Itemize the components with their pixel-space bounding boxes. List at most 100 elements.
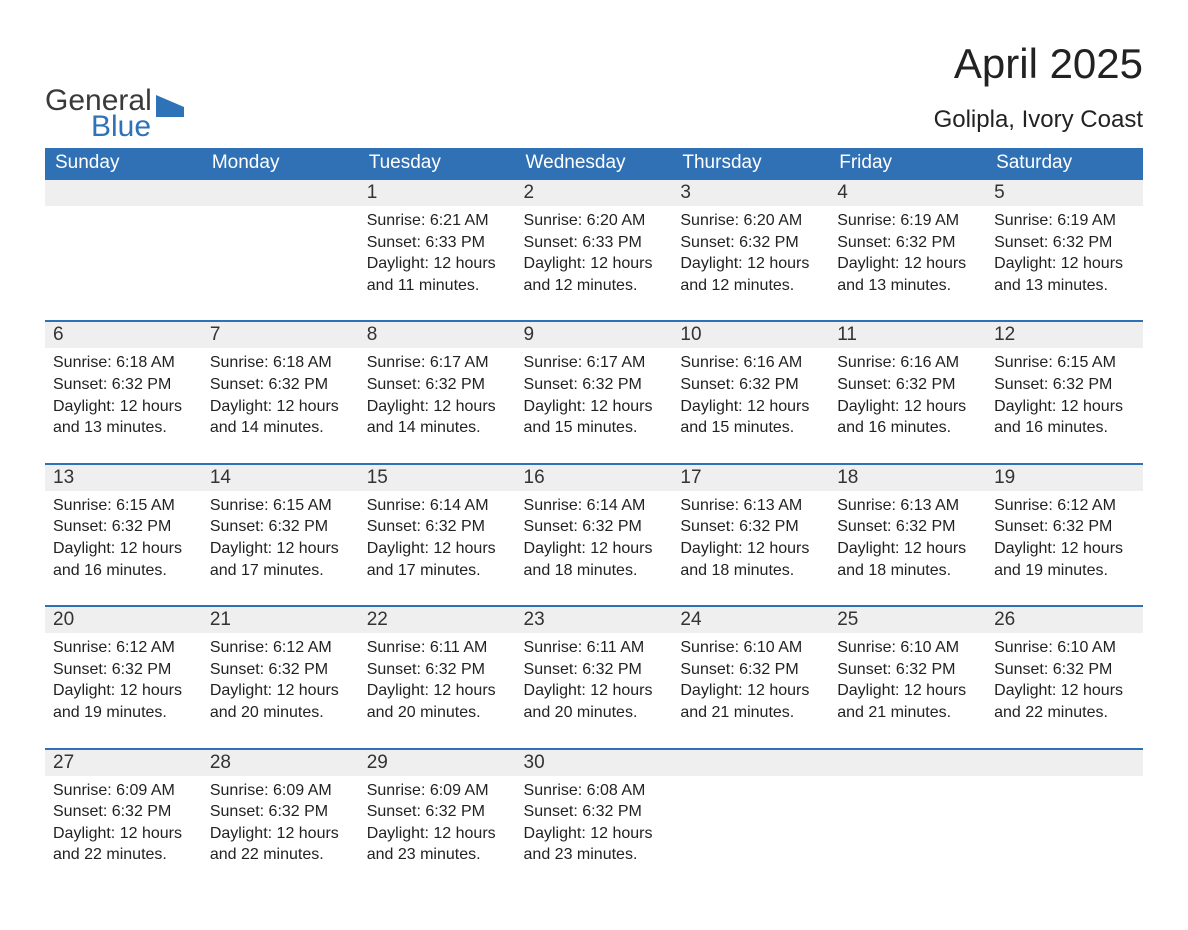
day-sunrise: Sunrise: 6:14 AM [367,495,508,517]
day-daylight1: Daylight: 12 hours [994,538,1135,560]
calendar-week-row: 6Sunrise: 6:18 AMSunset: 6:32 PMDaylight… [45,321,1143,463]
day-details: Sunrise: 6:19 AMSunset: 6:32 PMDaylight:… [986,206,1143,320]
day-sunset: Sunset: 6:32 PM [524,801,665,823]
day-daylight2: and 23 minutes. [367,844,508,866]
calendar-cell: 26 Sunrise: 6:10 AMSunset: 6:32 PMDayligh… [986,606,1143,748]
day-number: 10 [672,322,829,348]
day-details: Sunrise: 6:20 AMSunset: 6:33 PMDaylight:… [516,206,673,320]
day-sunset: Sunset: 6:32 PM [367,374,508,396]
day-details: Sunrise: 6:12 AMSunset: 6:32 PMDaylight:… [45,633,202,747]
page-header: General Blue April 2025 Golipla, Ivory C… [45,40,1143,142]
day-daylight2: and 16 minutes. [994,417,1135,439]
day-daylight1: Daylight: 12 hours [837,253,978,275]
day-sunset: Sunset: 6:32 PM [837,659,978,681]
day-daylight2: and 20 minutes. [524,702,665,724]
calendar-cell [986,749,1143,890]
empty-day-content [829,776,986,876]
day-details: Sunrise: 6:10 AMSunset: 6:32 PMDaylight:… [672,633,829,747]
day-number: 21 [202,607,359,633]
calendar-cell: 23Sunrise: 6:11 AMSunset: 6:32 PMDayligh… [516,606,673,748]
day-sunset: Sunset: 6:32 PM [680,659,821,681]
day-number: 13 [45,465,202,491]
day-sunset: Sunset: 6:32 PM [53,801,194,823]
day-number: 12 [986,322,1143,348]
day-details: Sunrise: 6:14 AMSunset: 6:32 PMDaylight:… [359,491,516,605]
day-details: Sunrise: 6:13 AMSunset: 6:32 PMDaylight:… [829,491,986,605]
day-sunset: Sunset: 6:32 PM [524,374,665,396]
calendar-cell: 17Sunrise: 6:13 AMSunset: 6:32 PMDayligh… [672,464,829,606]
day-sunrise: Sunrise: 6:19 AM [994,210,1135,232]
day-sunrise: Sunrise: 6:17 AM [367,352,508,374]
day-number: 9 [516,322,673,348]
day-daylight1: Daylight: 12 hours [53,680,194,702]
day-daylight2: and 21 minutes. [680,702,821,724]
day-number: 26 [986,607,1143,633]
day-daylight2: and 14 minutes. [367,417,508,439]
calendar-cell: 25Sunrise: 6:10 AMSunset: 6:32 PMDayligh… [829,606,986,748]
day-details: Sunrise: 6:12 AMSunset: 6:32 PMDaylight:… [986,491,1143,605]
day-sunrise: Sunrise: 6:11 AM [524,637,665,659]
day-sunrise: Sunrise: 6:20 AM [680,210,821,232]
day-details: Sunrise: 6:11 AMSunset: 6:32 PMDaylight:… [516,633,673,747]
day-sunrise: Sunrise: 6:10 AM [994,637,1135,659]
day-number: 30 [516,750,673,776]
day-daylight1: Daylight: 12 hours [994,253,1135,275]
day-number: 22 [359,607,516,633]
empty-day-content [986,776,1143,876]
day-daylight1: Daylight: 12 hours [994,396,1135,418]
day-daylight2: and 13 minutes. [994,275,1135,297]
day-sunset: Sunset: 6:32 PM [53,516,194,538]
day-daylight1: Daylight: 12 hours [994,680,1135,702]
day-daylight2: and 19 minutes. [994,560,1135,582]
day-daylight2: and 18 minutes. [837,560,978,582]
day-number: 8 [359,322,516,348]
day-sunset: Sunset: 6:32 PM [994,659,1135,681]
empty-day-number [986,750,1143,776]
weekday-header: Wednesday [516,148,673,179]
day-daylight1: Daylight: 12 hours [524,680,665,702]
day-daylight1: Daylight: 12 hours [524,253,665,275]
calendar-cell: 19Sunrise: 6:12 AMSunset: 6:32 PMDayligh… [986,464,1143,606]
calendar-cell: 9Sunrise: 6:17 AMSunset: 6:32 PMDaylight… [516,321,673,463]
day-sunset: Sunset: 6:32 PM [837,232,978,254]
day-daylight2: and 22 minutes. [53,844,194,866]
day-number: 11 [829,322,986,348]
day-daylight2: and 17 minutes. [367,560,508,582]
day-daylight2: and 17 minutes. [210,560,351,582]
calendar-cell: 16Sunrise: 6:14 AMSunset: 6:32 PMDayligh… [516,464,673,606]
day-details: Sunrise: 6:16 AMSunset: 6:32 PMDaylight:… [829,348,986,462]
day-number: 17 [672,465,829,491]
day-details: Sunrise: 6:14 AMSunset: 6:32 PMDaylight:… [516,491,673,605]
calendar-cell [45,179,202,321]
day-sunrise: Sunrise: 6:15 AM [53,495,194,517]
day-details: Sunrise: 6:15 AMSunset: 6:32 PMDaylight:… [202,491,359,605]
empty-day-number [829,750,986,776]
logo-text-blue: Blue [91,111,184,143]
day-sunrise: Sunrise: 6:12 AM [53,637,194,659]
day-sunrise: Sunrise: 6:09 AM [210,780,351,802]
day-sunset: Sunset: 6:32 PM [367,516,508,538]
day-sunset: Sunset: 6:32 PM [994,516,1135,538]
day-daylight2: and 12 minutes. [524,275,665,297]
day-details: Sunrise: 6:11 AMSunset: 6:32 PMDaylight:… [359,633,516,747]
day-details: Sunrise: 6:19 AMSunset: 6:32 PMDaylight:… [829,206,986,320]
calendar-cell: 3Sunrise: 6:20 AMSunset: 6:32 PMDaylight… [672,179,829,321]
day-sunset: Sunset: 6:32 PM [367,659,508,681]
day-details: Sunrise: 6:20 AMSunset: 6:32 PMDaylight:… [672,206,829,320]
calendar-cell: 24Sunrise: 6:10 AMSunset: 6:32 PMDayligh… [672,606,829,748]
calendar-cell: 15Sunrise: 6:14 AMSunset: 6:32 PMDayligh… [359,464,516,606]
calendar-cell: 1Sunrise: 6:21 AMSunset: 6:33 PMDaylight… [359,179,516,321]
day-details: Sunrise: 6:21 AMSunset: 6:33 PMDaylight:… [359,206,516,320]
day-daylight1: Daylight: 12 hours [367,253,508,275]
day-daylight1: Daylight: 12 hours [367,396,508,418]
day-sunrise: Sunrise: 6:11 AM [367,637,508,659]
empty-day-number [672,750,829,776]
day-details: Sunrise: 6:09 AMSunset: 6:32 PMDaylight:… [202,776,359,890]
day-daylight2: and 19 minutes. [53,702,194,724]
day-daylight1: Daylight: 12 hours [367,680,508,702]
empty-day-content [672,776,829,876]
day-daylight1: Daylight: 12 hours [837,538,978,560]
day-sunrise: Sunrise: 6:16 AM [837,352,978,374]
day-details: Sunrise: 6:09 AMSunset: 6:32 PMDaylight:… [45,776,202,890]
day-daylight2: and 13 minutes. [837,275,978,297]
